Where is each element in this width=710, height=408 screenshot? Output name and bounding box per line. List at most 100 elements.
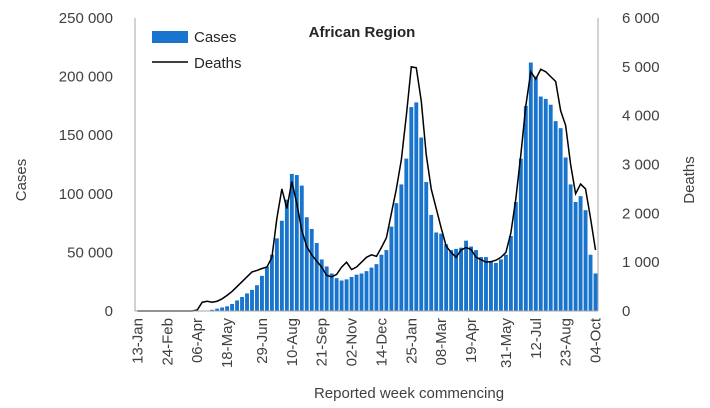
legend-label-deaths: Deaths	[194, 55, 242, 72]
cases-bar	[424, 182, 429, 311]
x-tick-label: 06-Apr	[189, 318, 206, 363]
cases-bar	[334, 278, 339, 311]
cases-bar	[240, 296, 244, 311]
y-right-tick-label: 6 000	[622, 10, 660, 27]
cases-bar	[434, 232, 439, 311]
legend: Cases Deaths	[152, 29, 242, 72]
cases-bar	[459, 247, 464, 311]
cases-bar	[339, 280, 344, 311]
cases-bar	[389, 226, 394, 311]
y-right-tick-label: 1 000	[622, 254, 660, 271]
cases-bar	[359, 273, 364, 311]
cases-bar	[369, 267, 374, 311]
cases-bar	[274, 238, 279, 311]
x-tick-label: 08-Mar	[433, 318, 450, 366]
x-tick-label: 12-Jul	[528, 318, 545, 359]
cases-bar	[563, 157, 568, 311]
cases-bar	[404, 158, 409, 311]
cases-bar	[220, 307, 225, 311]
cases-bar	[489, 261, 493, 311]
cases-bar	[528, 62, 533, 311]
cases-bar	[568, 184, 573, 311]
cases-bar	[344, 279, 349, 311]
cases-bar	[429, 214, 434, 311]
cases-bar	[449, 250, 454, 311]
cases-bar	[503, 254, 508, 311]
cases-bar	[479, 257, 483, 311]
y-left-tick-label: 150 000	[59, 127, 113, 144]
x-tick-label: 23-Aug	[558, 318, 575, 366]
cases-bar	[419, 137, 424, 311]
cases-bar	[494, 262, 498, 311]
legend-swatch-cases	[152, 31, 188, 43]
cases-bar	[319, 259, 324, 311]
cases-bar	[289, 173, 294, 311]
cases-bar	[553, 121, 558, 311]
y-right-tick-label: 0	[622, 303, 630, 320]
cases-bar	[384, 250, 389, 311]
cases-bar	[498, 259, 503, 311]
cases-bar	[469, 246, 473, 311]
cases-bar	[374, 264, 379, 311]
y-right-tick-label: 4 000	[622, 108, 660, 125]
y-left-tick-label: 100 000	[59, 186, 113, 203]
cases-bar	[329, 273, 334, 311]
cases-bar	[588, 254, 593, 311]
cases-bar	[439, 233, 444, 311]
cases-bar	[264, 266, 269, 311]
cases-bar	[299, 185, 304, 311]
cases-bar	[314, 243, 319, 311]
y-left-tick-label: 250 000	[59, 10, 113, 27]
x-tick-label: 04-Oct	[588, 317, 605, 363]
y-left-tick-label: 0	[105, 303, 113, 320]
cases-bar	[349, 277, 354, 311]
x-axis-title: Reported week commencing	[314, 385, 504, 402]
cases-bar	[533, 76, 538, 311]
cases-bar	[279, 220, 284, 311]
cases-bar	[235, 300, 239, 311]
cases-bar	[543, 98, 548, 312]
x-tick-label: 14-Dec	[373, 318, 390, 367]
x-tick-label: 25-Jan	[403, 318, 420, 364]
cases-bar	[578, 196, 583, 311]
cases-bar	[394, 203, 399, 311]
x-tick-label: 21-Sep	[314, 318, 331, 366]
x-tick-label: 10-Aug	[284, 318, 301, 366]
x-axis-ticks: 13-Jan 24-Feb 06-Apr 18-May 29-Jun 10-Aug 21-S…	[130, 317, 605, 368]
cases-bar	[444, 244, 449, 311]
cases-bar	[548, 104, 553, 311]
cases-bar	[508, 235, 513, 311]
cases-bar	[284, 199, 289, 311]
cases-bar	[399, 184, 404, 311]
cases-bar	[414, 102, 419, 311]
cases-bars	[200, 62, 598, 312]
y-right-tick-label: 3 000	[622, 157, 660, 174]
y-right-tick-label: 2 000	[622, 205, 660, 222]
right-axis-ticks: 0 1 000 2 000 3 000 4 000 5 000 6 000	[622, 10, 660, 320]
y-right-tick-label: 5 000	[622, 59, 660, 76]
cases-bar	[260, 275, 264, 311]
cases-bar	[225, 306, 230, 311]
cases-bar	[558, 128, 563, 311]
cases-bar	[464, 240, 469, 311]
cases-bar	[593, 273, 598, 311]
cases-bar	[538, 96, 543, 312]
cases-bar	[230, 303, 235, 311]
cases-bar	[210, 309, 215, 311]
cases-bar	[379, 254, 384, 311]
cases-bar	[474, 250, 478, 311]
x-tick-label: 31-May	[498, 318, 515, 369]
y-left-tick-label: 200 000	[59, 69, 113, 86]
y-right-axis-title: Deaths	[681, 156, 698, 204]
cases-bar	[523, 105, 528, 312]
cases-bar	[573, 202, 578, 311]
x-tick-label: 19-Apr	[463, 318, 480, 363]
cases-bar	[484, 257, 488, 311]
x-tick-label: 13-Jan	[130, 318, 147, 364]
cases-bar	[364, 271, 369, 311]
cases-bar	[518, 158, 523, 311]
cases-bar	[409, 107, 414, 311]
cases-bar	[294, 175, 299, 311]
cases-bar	[583, 210, 588, 311]
x-tick-label: 02-Nov	[344, 318, 361, 367]
